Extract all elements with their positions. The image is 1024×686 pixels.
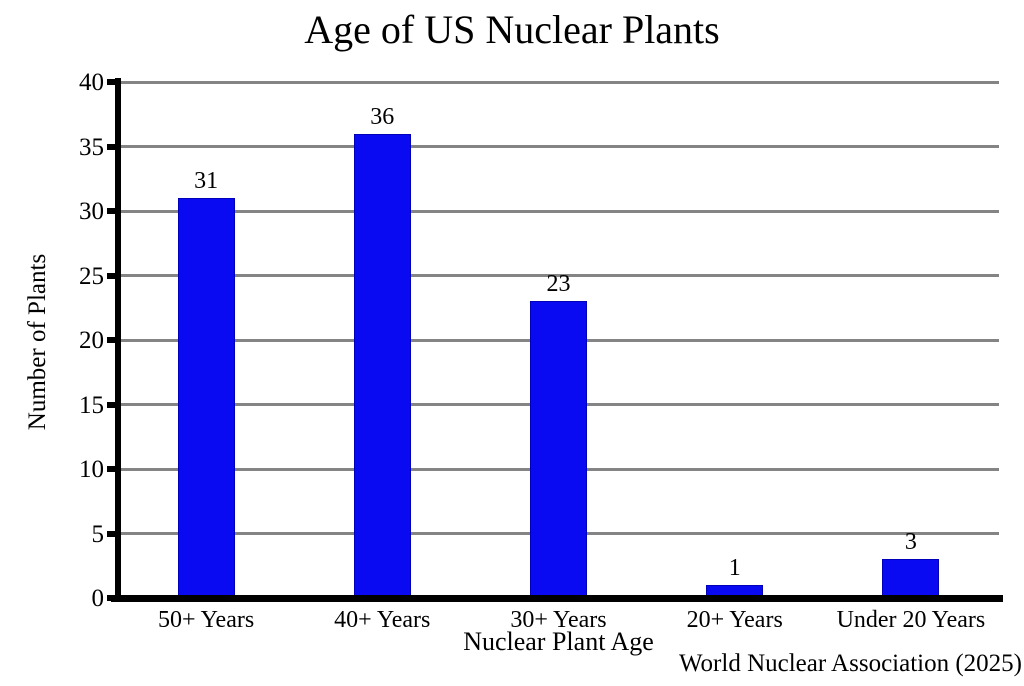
gridline: [121, 80, 999, 84]
y-tick-label: 40: [79, 69, 104, 96]
x-axis-title: Nuclear Plant Age: [463, 627, 654, 656]
gridline: [121, 209, 999, 213]
x-tick-label: 20+ Years: [686, 607, 783, 633]
bar-value-label: 1: [728, 555, 741, 582]
y-tick-label: 15: [79, 391, 104, 419]
y-tick-mark: [107, 272, 116, 279]
y-tick-mark: [107, 337, 116, 343]
x-tick-label: Under 20 Years: [836, 607, 986, 633]
x-axis-line: [111, 595, 1003, 602]
bar-value-label: 3: [904, 529, 917, 556]
y-tick-mark: [107, 208, 116, 214]
y-tick-label: 20: [79, 327, 104, 354]
gridline: [121, 274, 999, 277]
y-tick-label: 35: [79, 133, 104, 161]
bar-value-label: 23: [546, 271, 571, 298]
x-tick-label: 50+ Years: [157, 607, 255, 633]
y-tick-label: 30: [79, 198, 104, 225]
gridline: [121, 145, 999, 148]
y-tick-label: 10: [79, 456, 104, 483]
x-tick-label: 30+ Years: [510, 607, 607, 633]
source-note: World Nuclear Association (2025): [678, 650, 1022, 677]
y-tick-mark: [107, 466, 116, 472]
y-tick-mark: [107, 530, 116, 537]
chart-title: Age of US Nuclear Plants: [304, 7, 720, 52]
bar: [530, 301, 587, 598]
y-tick-mark: [107, 79, 116, 85]
y-axis-line: [115, 78, 121, 602]
bar-value-label: 36: [370, 103, 395, 130]
bar: [353, 133, 411, 598]
bar-value-label: 31: [194, 168, 219, 195]
y-tick-label: 25: [79, 262, 104, 290]
bar: [882, 559, 940, 598]
y-tick-mark: [107, 143, 116, 150]
y-tick-label: 5: [91, 520, 105, 548]
bar: [177, 198, 235, 598]
y-tick-label: 0: [91, 585, 105, 612]
y-tick-mark: [107, 401, 116, 408]
x-tick-label: 40+ Years: [334, 607, 431, 633]
